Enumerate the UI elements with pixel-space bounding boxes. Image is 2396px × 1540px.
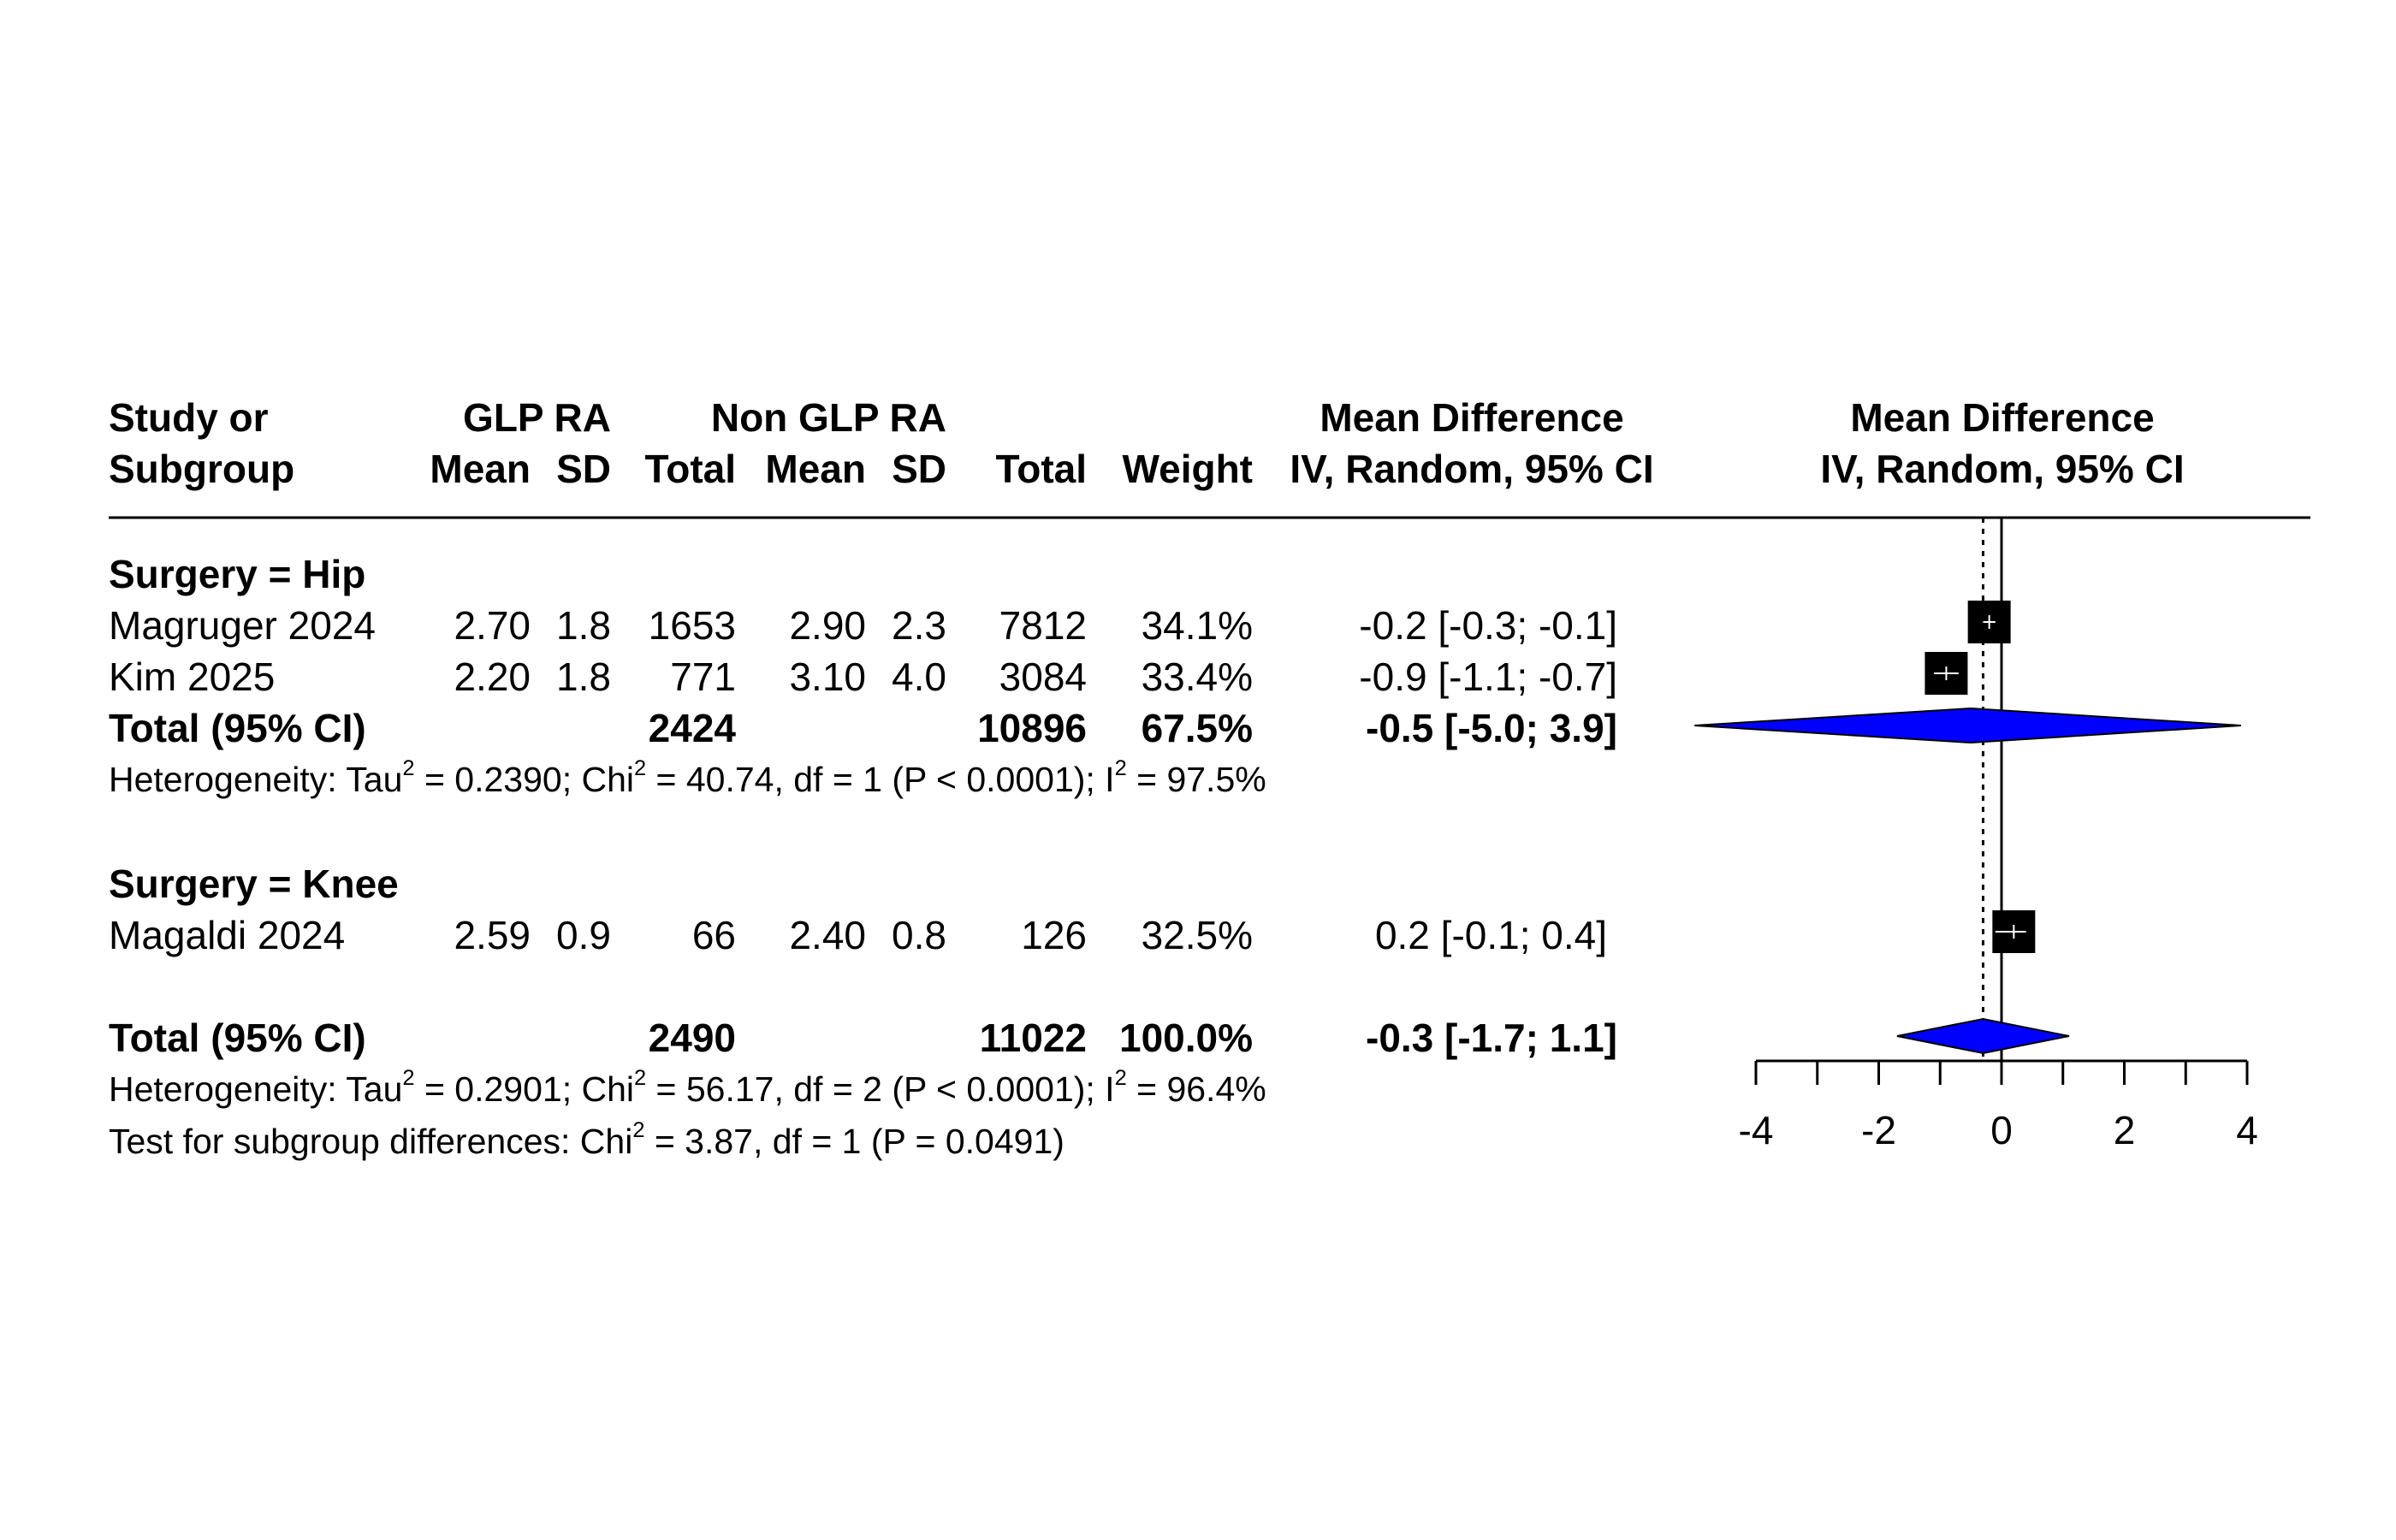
x-tick-label: 0 [1990, 1108, 2013, 1152]
overall-total-weight: 100.0% [1118, 1016, 1253, 1060]
study-g2-sd: 0.8 [892, 913, 946, 957]
header-weight: Weight [1122, 447, 1253, 491]
header-md-line2: IV, Random, 95% CI [1290, 447, 1654, 491]
overall-total-ci: -0.3 [-1.7; 1.1] [1366, 1016, 1617, 1060]
study-name: Kim 2025 [109, 654, 276, 699]
study-g2-total: 7812 [999, 603, 1087, 648]
header-plot-line1: Mean Difference [1850, 395, 2155, 440]
heterogeneity-hip: Heterogeneity: Tau2 = 0.2390; Chi2 = 40.… [109, 755, 1266, 799]
header-study-line2: Subgroup [109, 447, 295, 491]
study-g1-mean: 2.59 [454, 913, 531, 957]
study-g2-mean: 3.10 [789, 654, 866, 699]
study-g1-mean: 2.70 [454, 603, 531, 648]
header-g2-mean: Mean [765, 447, 866, 491]
study-g1-total: 1653 [648, 603, 736, 648]
header-study-line1: Study or [109, 395, 269, 440]
subgroup-total-ci: -0.5 [-5.0; 3.9] [1366, 706, 1617, 750]
study-g1-sd: 1.8 [556, 603, 611, 648]
study-g1-total: 66 [691, 913, 736, 957]
study-ci: -0.2 [-0.3; -0.1] [1359, 603, 1617, 648]
x-tick-label: 4 [2236, 1108, 2258, 1152]
header-g1-mean: Mean [430, 447, 531, 491]
study-g1-mean: 2.20 [454, 654, 531, 699]
subgroup-label-hip: Surgery = Hip [109, 552, 366, 596]
heterogeneity-overall: Heterogeneity: Tau2 = 0.2901; Chi2 = 56.… [109, 1065, 1266, 1109]
summary-diamond [1896, 1017, 2070, 1055]
study-g2-sd: 4.0 [892, 654, 946, 699]
study-weight: 34.1% [1141, 603, 1253, 648]
study-g1-sd: 0.9 [556, 913, 611, 957]
study-weight: 33.4% [1141, 654, 1253, 699]
header-g2-total: Total [995, 447, 1087, 491]
summary-diamond [1694, 707, 2241, 744]
subgroup-total-g1: 2424 [648, 706, 736, 750]
study-g2-sd: 2.3 [892, 603, 946, 648]
study-g2-total: 3084 [999, 654, 1087, 699]
subgroup-label-knee: Surgery = Knee [109, 862, 399, 906]
study-g2-total: 126 [1021, 913, 1087, 957]
overall-total-g2: 11022 [979, 1016, 1087, 1060]
header-g1-sd: SD [556, 447, 611, 491]
x-tick-label: -4 [1739, 1108, 1774, 1152]
study-g2-mean: 2.40 [789, 913, 866, 957]
study-weight: 32.5% [1141, 913, 1253, 957]
header-plot-line2: IV, Random, 95% CI [1820, 447, 2185, 491]
overall-total-label: Total (95% CI) [109, 1016, 366, 1060]
subgroup-total-weight: 67.5% [1141, 706, 1253, 750]
overall-total-g1: 2490 [648, 1016, 736, 1060]
header-md-line1: Mean Difference [1320, 395, 1624, 440]
study-ci: 0.2 [-0.1; 0.4] [1374, 913, 1607, 957]
header-group2: Non GLP RA [710, 395, 946, 440]
subgroup-total-label: Total (95% CI) [109, 706, 366, 750]
study-name: Magaldi 2024 [109, 913, 346, 957]
x-tick-label: -2 [1861, 1108, 1896, 1152]
x-tick-label: 2 [2114, 1108, 2136, 1152]
study-g1-sd: 1.8 [556, 654, 611, 699]
subgroup-total-g2: 10896 [977, 706, 1087, 750]
header-g2-sd: SD [892, 447, 946, 491]
study-g2-mean: 2.90 [789, 603, 866, 648]
header-g1-total: Total [644, 447, 736, 491]
study-name: Magruger 2024 [109, 603, 376, 648]
header-group1: GLP RA [463, 395, 611, 440]
subgroup-differences-test: Test for subgroup differences: Chi2 = 3.… [109, 1117, 1065, 1161]
study-ci: -0.9 [-1.1; -0.7] [1359, 654, 1617, 699]
study-g1-total: 771 [670, 654, 736, 699]
